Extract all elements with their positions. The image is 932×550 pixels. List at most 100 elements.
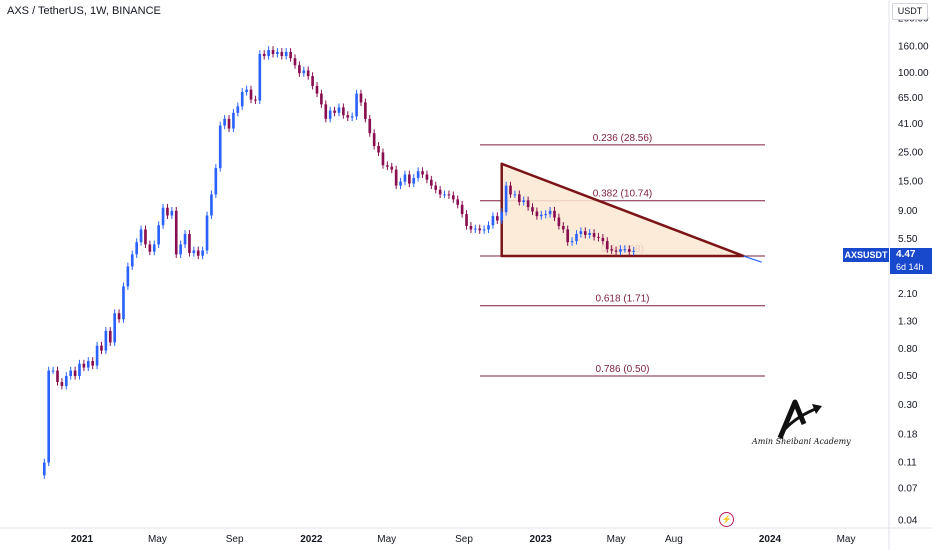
candle <box>509 181 512 198</box>
fib-label: 0.236 (28.56) <box>593 133 653 144</box>
candle <box>469 222 473 233</box>
price-tick-label: 9.00 <box>898 206 918 217</box>
candle <box>553 206 556 222</box>
candle <box>531 203 534 216</box>
candle <box>161 203 165 229</box>
candle <box>262 50 266 60</box>
candle <box>60 378 64 390</box>
time-tick-label: Sep <box>226 534 244 545</box>
chart-title: AXS / TetherUS, 1W, BINANCE <box>7 5 161 17</box>
candle <box>139 225 143 246</box>
candle <box>425 170 429 184</box>
candle <box>394 165 398 190</box>
candle <box>561 222 565 233</box>
candle <box>271 46 275 58</box>
candle <box>539 210 543 220</box>
candle <box>619 245 622 256</box>
candle <box>500 208 504 225</box>
candle <box>614 246 618 256</box>
price-tick-label: 25.00 <box>898 147 923 158</box>
price-tick-label: 0.50 <box>898 371 918 382</box>
candle <box>91 357 95 370</box>
candle <box>245 85 248 96</box>
candle <box>390 162 394 174</box>
candle <box>381 148 385 169</box>
lightning-icon[interactable]: ⚡ <box>719 512 734 527</box>
candle <box>130 250 134 270</box>
candle <box>267 46 270 60</box>
candle <box>465 210 468 230</box>
candle <box>51 366 55 375</box>
candle <box>430 175 433 190</box>
candle <box>513 190 517 198</box>
price-tick-label: 1.30 <box>898 316 918 327</box>
candle <box>627 245 631 256</box>
candle <box>416 167 420 182</box>
time-tick-label: May <box>607 534 626 545</box>
candle <box>157 221 160 248</box>
candle <box>108 327 112 346</box>
candle <box>205 211 209 254</box>
candle <box>249 85 253 104</box>
candle <box>227 114 231 133</box>
candle <box>434 181 438 194</box>
price-tick-label: 0.04 <box>898 515 918 526</box>
candle <box>478 224 482 234</box>
candle <box>597 233 600 242</box>
candle <box>570 237 574 246</box>
candle <box>324 100 328 123</box>
candle <box>350 112 354 122</box>
price-tick-label: 2.10 <box>898 289 918 300</box>
candle <box>456 195 460 209</box>
candle <box>144 225 147 248</box>
price-tick-label: 0.80 <box>898 344 918 355</box>
candle <box>280 48 284 60</box>
candle <box>320 89 323 108</box>
candle <box>135 238 138 258</box>
candle <box>482 225 486 234</box>
candle <box>201 246 204 260</box>
candle <box>117 309 121 323</box>
candle <box>346 111 350 122</box>
candle <box>64 372 68 390</box>
candle <box>443 190 446 198</box>
candle <box>517 190 521 206</box>
candle <box>82 359 86 372</box>
candle <box>183 230 187 248</box>
candle <box>460 200 464 218</box>
candle <box>306 66 310 80</box>
candle <box>170 206 174 219</box>
candle <box>210 190 213 219</box>
candle <box>588 229 591 239</box>
candle <box>355 89 358 120</box>
price-tick-label: 5.50 <box>898 234 918 245</box>
time-tick-label: 2024 <box>759 534 782 545</box>
price-tick-label: 0.07 <box>898 483 918 494</box>
candle <box>474 224 477 233</box>
candle <box>610 245 613 254</box>
time-axis[interactable]: 2021 May Sep 2022 May Sep 2023 May Aug 2024 May <box>71 534 856 545</box>
candle <box>122 282 125 323</box>
candle <box>223 114 226 130</box>
candle <box>566 225 570 246</box>
candle <box>342 103 345 119</box>
candle <box>113 309 116 346</box>
candle <box>196 246 200 260</box>
candle <box>557 213 561 230</box>
candle <box>42 458 46 479</box>
currency-unit-button[interactable]: USDT <box>892 3 928 20</box>
candle <box>337 103 341 117</box>
stylized-a-arrow-logo-icon <box>777 399 822 439</box>
candle <box>605 237 609 253</box>
candle <box>284 48 288 60</box>
candle <box>95 341 99 370</box>
candle <box>535 207 539 220</box>
candle <box>78 359 81 380</box>
price-tick-label: 0.30 <box>898 400 918 411</box>
time-tick-label: Aug <box>665 534 683 545</box>
time-tick-label: 2021 <box>71 534 94 545</box>
candle <box>623 245 627 253</box>
candle <box>412 174 416 188</box>
